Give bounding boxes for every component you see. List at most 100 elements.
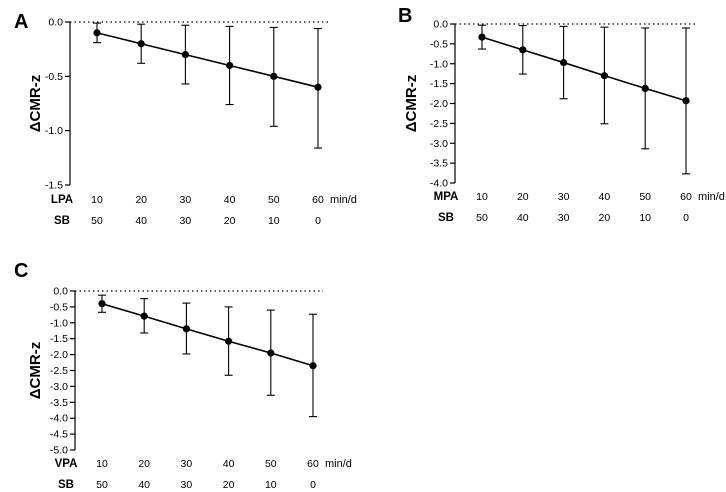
y-tick-label: -5.0 bbox=[50, 445, 68, 457]
sb-value-label: 10 bbox=[265, 479, 277, 491]
data-point bbox=[600, 72, 609, 80]
x-tick-label: 30 bbox=[180, 194, 192, 206]
x-tick-label: 50 bbox=[265, 458, 277, 470]
y-tick-label: 0.0 bbox=[433, 19, 448, 31]
x-tick-label: 60 bbox=[307, 458, 319, 470]
unit-label: min/d bbox=[330, 194, 357, 206]
x-tick-label: 60 bbox=[680, 191, 692, 203]
y-tick-label: 0.0 bbox=[53, 286, 68, 298]
y-axis-label: ΔCMR-z bbox=[27, 75, 44, 132]
panel-C: C ΔCMR-z 0.0 -0.5 -1.0 -1.5 -2.0 -2.5 -3.0 -3.5 -4… bbox=[14, 260, 352, 491]
y-tick-label: -4.0 bbox=[50, 413, 68, 425]
data-point bbox=[682, 97, 690, 105]
data-point bbox=[314, 83, 322, 91]
panel-A: A ΔCMR-z 0.0 -0.5 -1.0 -1.5 LPA 10 20 30 40 50 60 min… bbox=[14, 11, 357, 227]
y-tick-label: -1.0 bbox=[45, 125, 63, 137]
sb-value-label: 10 bbox=[268, 215, 280, 227]
data-point bbox=[641, 84, 649, 92]
unit-label: min/d bbox=[325, 458, 352, 470]
data-point bbox=[98, 300, 106, 308]
y-tick-label: -3.0 bbox=[50, 381, 68, 393]
data-point bbox=[267, 349, 275, 357]
x-tick-label: 50 bbox=[268, 194, 280, 206]
x-tick-label: 40 bbox=[599, 191, 611, 203]
y-tick-label: -4.0 bbox=[430, 178, 448, 190]
y-tick-label: 0.0 bbox=[48, 17, 63, 29]
data-point bbox=[226, 61, 234, 70]
activity-row-label: LPA bbox=[51, 194, 73, 206]
x-tick-label: 20 bbox=[517, 191, 529, 203]
y-tick-label: -4.5 bbox=[50, 429, 68, 441]
y-tick-label: -1.5 bbox=[430, 78, 448, 90]
y-tick-label: -0.5 bbox=[45, 71, 63, 83]
sb-row-label: SB bbox=[438, 212, 454, 224]
data-point bbox=[560, 58, 568, 67]
data-point bbox=[181, 51, 189, 59]
sb-value-label: 0 bbox=[683, 212, 689, 224]
sb-value-label: 40 bbox=[138, 479, 150, 491]
x-tick-label: 20 bbox=[138, 458, 150, 470]
x-tick-label: 40 bbox=[223, 458, 235, 470]
series-line bbox=[101, 302, 314, 367]
y-tick-label: -0.5 bbox=[50, 301, 68, 313]
y-tick-label: -2.5 bbox=[430, 118, 448, 130]
data-point bbox=[519, 46, 527, 54]
data-point bbox=[137, 40, 145, 48]
sb-value-label: 50 bbox=[96, 479, 108, 491]
sb-value-label: 0 bbox=[310, 479, 316, 491]
y-tick-label: -1.0 bbox=[430, 58, 448, 70]
data-point bbox=[93, 29, 101, 37]
sb-value-label: 50 bbox=[476, 212, 488, 224]
sb-value-label: 50 bbox=[91, 215, 103, 227]
data-point bbox=[478, 33, 486, 41]
panel-letter: C bbox=[14, 260, 28, 282]
sb-value-label: 30 bbox=[180, 215, 192, 227]
sb-row-label: SB bbox=[54, 215, 70, 227]
sb-value-label: 20 bbox=[224, 215, 236, 227]
y-tick-label: -2.0 bbox=[50, 349, 68, 361]
y-tick-label: -2.5 bbox=[50, 365, 68, 377]
sb-value-label: 10 bbox=[639, 212, 651, 224]
sb-value-label: 30 bbox=[558, 212, 570, 224]
series-line bbox=[96, 32, 319, 88]
x-tick-label: 10 bbox=[96, 458, 108, 470]
series-line bbox=[481, 36, 687, 102]
x-tick-label: 40 bbox=[224, 194, 236, 206]
x-tick-label: 30 bbox=[558, 191, 570, 203]
sb-value-label: 0 bbox=[315, 215, 321, 227]
data-point bbox=[225, 337, 233, 345]
activity-row-label: MPA bbox=[434, 191, 459, 203]
y-tick-label: -2.0 bbox=[430, 98, 448, 110]
sb-value-label: 30 bbox=[181, 479, 193, 491]
y-tick-label: -1.0 bbox=[50, 317, 68, 329]
y-tick-label: -3.5 bbox=[430, 158, 448, 170]
sb-value-label: 20 bbox=[223, 479, 235, 491]
y-tick-label: -1.5 bbox=[50, 333, 68, 345]
panel-B: B ΔCMR-z 0.0 -0.5 -1.0 -1.5 -2.0 -2.5 -3.0 -3.5 -4… bbox=[398, 5, 725, 224]
y-tick-label: -3.0 bbox=[430, 138, 448, 150]
y-axis-label: ΔCMR-z bbox=[403, 75, 420, 132]
sb-value-label: 20 bbox=[599, 212, 611, 224]
data-point bbox=[182, 325, 190, 333]
data-point bbox=[270, 72, 278, 80]
activity-row-label: VPA bbox=[55, 458, 78, 470]
y-tick-label: -3.5 bbox=[50, 397, 68, 409]
y-axis-label: ΔCMR-z bbox=[27, 342, 44, 399]
x-tick-label: 10 bbox=[91, 194, 103, 206]
x-tick-label: 30 bbox=[181, 458, 193, 470]
data-point bbox=[309, 362, 317, 370]
sb-value-label: 40 bbox=[517, 212, 529, 224]
data-point bbox=[140, 312, 148, 320]
x-tick-label: 10 bbox=[476, 191, 488, 203]
sb-row-label: SB bbox=[58, 479, 74, 491]
panel-letter: A bbox=[14, 11, 28, 33]
panel-letter: B bbox=[398, 5, 412, 27]
unit-label: min/d bbox=[698, 191, 725, 203]
x-tick-label: 60 bbox=[312, 194, 324, 206]
x-tick-label: 50 bbox=[639, 191, 651, 203]
y-tick-label: -1.5 bbox=[45, 180, 63, 192]
x-tick-label: 20 bbox=[135, 194, 147, 206]
sb-value-label: 40 bbox=[135, 215, 147, 227]
y-tick-label: -0.5 bbox=[430, 38, 448, 50]
